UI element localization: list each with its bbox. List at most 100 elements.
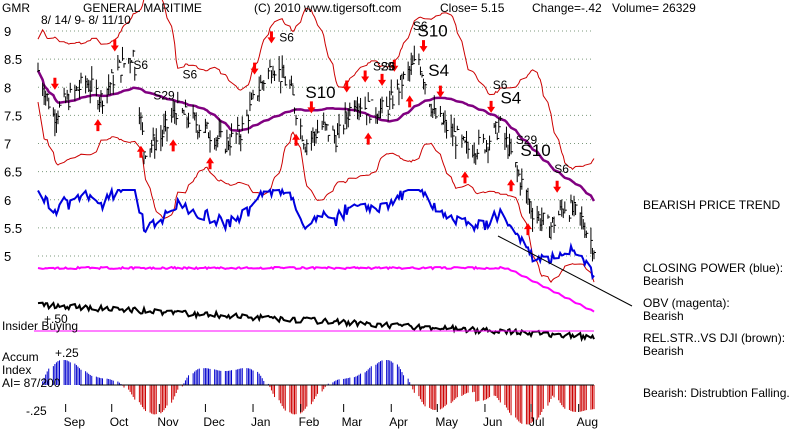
signal-label: S10: [305, 83, 335, 102]
minus25-label: -.25: [26, 404, 47, 418]
legend-closing-power-value: Bearish: [643, 274, 684, 288]
legend-obv-value: Bearish: [643, 309, 684, 323]
x-tick-label: Nov: [157, 415, 178, 429]
x-tick-label: Aug: [577, 415, 598, 429]
buy-arrow: [507, 179, 516, 192]
copyright: (C) 2010 www.tigersoft.com: [254, 1, 402, 15]
price-bars: [37, 45, 596, 262]
signal-label: S6: [493, 78, 508, 92]
signal-label: S6: [279, 31, 294, 45]
buy-arrow: [206, 157, 215, 170]
y-tick-label: 6.5: [4, 165, 22, 180]
accum-title: Accum: [2, 350, 39, 364]
company-name: GENERAL MARITIME: [83, 1, 202, 15]
signal-arrows: [50, 31, 562, 236]
trend-line: [497, 235, 633, 307]
date-range: 8/ 14/ 9- 8/ 11/10: [41, 13, 131, 27]
volume-value: Volume= 26329: [612, 1, 696, 15]
y-axis-ticks: 9 8.5 8 7.5 7 6.5 6 5.5 5: [4, 24, 22, 264]
x-tick-label: Feb: [299, 415, 320, 429]
sell-arrow: [487, 100, 496, 113]
signal-label: S29: [516, 133, 538, 147]
y-tick-label: 8: [4, 80, 11, 95]
relative-strength-line: [37, 301, 595, 343]
y-tick-label: 8.5: [4, 52, 22, 67]
x-tick-label: Sep: [64, 415, 86, 429]
sell-arrow: [553, 180, 562, 193]
legend-relstr-title: REL.STR..VS DJI (brown):: [643, 331, 786, 345]
signal-label: S6: [413, 19, 428, 33]
y-tick-label: 5: [4, 249, 11, 264]
signal-label: S29: [153, 89, 175, 103]
sell-arrow: [267, 31, 276, 44]
sell-arrow: [342, 80, 351, 93]
sell-arrow: [390, 59, 399, 72]
y-tick-label: 9: [4, 24, 11, 39]
sell-arrow: [436, 85, 445, 98]
buy-arrow: [364, 132, 373, 145]
x-tick-label: Jul: [529, 415, 544, 429]
bollinger-bands: [37, 0, 595, 283]
insider-buying-label: Insider Buying: [2, 319, 79, 333]
x-tick-label: Mar: [342, 415, 363, 429]
legend-price-trend: BEARISH PRICE TREND: [643, 198, 781, 212]
buy-arrow: [136, 145, 145, 158]
signal-label: S6: [133, 58, 148, 72]
lower-band: [37, 102, 595, 283]
buy-arrow: [93, 119, 102, 132]
x-tick-label: Apr: [389, 415, 408, 429]
y-tick-label: 5.5: [4, 221, 22, 236]
rel-strength-path: [37, 301, 595, 343]
signal-label: S10: [520, 141, 550, 160]
plus50-label: +.50: [44, 312, 68, 326]
sell-arrow: [361, 70, 370, 83]
legend-relstr-value: Bearish: [643, 344, 684, 358]
sell-arrow: [250, 62, 259, 75]
x-tick-label: Jan: [251, 415, 270, 429]
obv-line: [37, 265, 595, 313]
gridlines: [38, 30, 594, 257]
signal-label: S4: [500, 89, 521, 108]
x-tick-label: Oct: [110, 415, 129, 429]
sell-arrow: [307, 101, 316, 114]
x-tick-label: May: [435, 415, 458, 429]
y-tick-label: 7: [4, 137, 11, 152]
y-tick-label: 7.5: [4, 108, 22, 123]
sell-arrow: [110, 39, 119, 52]
ai-value: AI= 87/200: [2, 376, 61, 390]
sell-arrow: [419, 40, 428, 53]
x-tick-label: Dec: [203, 415, 224, 429]
close-value: Close= 5.15: [440, 1, 505, 15]
y-tick-label: 6: [4, 193, 11, 208]
buy-arrow: [292, 133, 301, 146]
ticker-symbol: GMR: [2, 1, 30, 15]
accum-index-label: Index: [2, 363, 32, 377]
x-axis-ticks: Sep Oct Nov Dec Jan Feb Mar Apr May Jun Jul Aug: [64, 404, 598, 429]
sell-arrow: [50, 77, 59, 90]
plus25-label: +.25: [55, 346, 79, 360]
legend-obv-title: OBV (magenta):: [643, 296, 730, 310]
signal-label: S6: [554, 162, 569, 176]
signal-label: S10: [418, 22, 448, 41]
signal-label: S6: [183, 68, 198, 82]
change-value: Change=-.42: [532, 1, 602, 15]
upper-band: [37, 0, 595, 171]
signal-label: S29: [373, 59, 395, 73]
buy-arrow: [405, 95, 414, 108]
obv-path: [37, 265, 595, 313]
x-tick-label: Jun: [483, 415, 502, 429]
closing-power-path: [37, 186, 595, 281]
closing-power-line: [37, 186, 595, 281]
legend-accum-text: Bearish: Distrubtion Falling.: [643, 386, 790, 400]
buy-arrow: [460, 171, 469, 184]
signal-label: S6: [381, 59, 396, 73]
sell-arrow: [378, 73, 387, 86]
buy-arrow: [523, 223, 532, 236]
signal-label: S4: [428, 61, 449, 80]
buy-arrow: [169, 139, 178, 152]
legend-closing-power-title: CLOSING POWER (blue):: [643, 261, 784, 275]
accumulation-index: [42, 360, 595, 425]
